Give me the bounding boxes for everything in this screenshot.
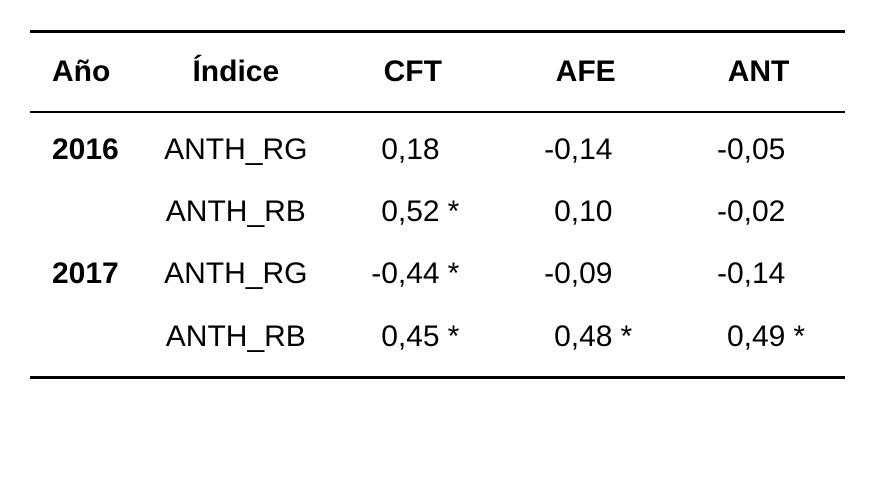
- cell-afe: 0,10: [499, 181, 614, 243]
- table-row: ANTH_RB 0,52 * 0,10 -0,02: [30, 181, 845, 243]
- cell-index: ANTH_RG: [145, 243, 326, 306]
- correlation-table: Año Índice CFT AFE ANT 2016 ANTH_RG 0,18…: [30, 30, 845, 379]
- cell-cft-sig: [442, 112, 500, 181]
- table-body: 2016 ANTH_RG 0,18 -0,14 -0,05 ANTH_RB 0,…: [30, 112, 845, 377]
- cell-cft-sig: *: [442, 243, 500, 306]
- cell-cft-value: -0,44: [371, 257, 439, 292]
- cell-afe-sig: *: [614, 306, 672, 378]
- cell-afe: -0,14: [499, 112, 614, 181]
- col-afe: AFE: [499, 32, 672, 113]
- cell-year: [30, 181, 145, 243]
- cell-afe: 0,48: [499, 306, 614, 378]
- cell-cft: 0,18: [326, 112, 441, 181]
- cell-cft-sig: *: [442, 306, 500, 378]
- cell-cft: 0,52: [326, 181, 441, 243]
- cell-ant: 0,49: [672, 306, 787, 378]
- table-header-row: Año Índice CFT AFE ANT: [30, 32, 845, 113]
- cell-index: ANTH_RB: [145, 306, 326, 378]
- cell-ant: -0,05: [672, 112, 787, 181]
- cell-year: 2017: [30, 243, 145, 306]
- cell-ant: -0,02: [672, 181, 787, 243]
- cell-ant-sig: *: [787, 306, 845, 378]
- cell-index: ANTH_RG: [145, 112, 326, 181]
- cell-index: ANTH_RB: [145, 181, 326, 243]
- cell-afe-sig: [614, 112, 672, 181]
- table-row: ANTH_RB 0,45 * 0,48 * 0,49 *: [30, 306, 845, 378]
- cell-year: 2016: [30, 112, 145, 181]
- cell-cft: 0,45: [326, 306, 441, 378]
- cell-afe: -0,09: [499, 243, 614, 306]
- table-row: 2016 ANTH_RG 0,18 -0,14 -0,05: [30, 112, 845, 181]
- cell-cft: -0,44: [326, 243, 441, 306]
- col-ant: ANT: [672, 32, 845, 113]
- cell-ant: -0,14: [672, 243, 787, 306]
- cell-year: [30, 306, 145, 378]
- cell-ant-sig: [787, 243, 845, 306]
- col-index: Índice: [145, 32, 326, 113]
- cell-afe-sig: [614, 181, 672, 243]
- col-year: Año: [30, 32, 145, 113]
- cell-ant-sig: [787, 181, 845, 243]
- cell-cft-sig: *: [442, 181, 500, 243]
- table-row: 2017 ANTH_RG -0,44 * -0,09 -0,14: [30, 243, 845, 306]
- cell-afe-sig: [614, 243, 672, 306]
- table-container: Año Índice CFT AFE ANT 2016 ANTH_RG 0,18…: [0, 0, 875, 500]
- col-cft: CFT: [326, 32, 499, 113]
- cell-ant-sig: [787, 112, 845, 181]
